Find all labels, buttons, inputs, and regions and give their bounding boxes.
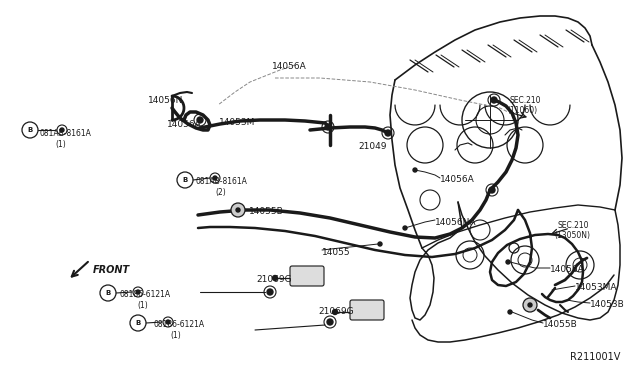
Text: SEC.210: SEC.210 <box>510 96 541 105</box>
Circle shape <box>491 97 497 103</box>
FancyBboxPatch shape <box>290 266 324 286</box>
Text: 081AB-8161A: 081AB-8161A <box>40 129 92 138</box>
Text: (1): (1) <box>170 331 180 340</box>
FancyBboxPatch shape <box>350 300 384 320</box>
Circle shape <box>267 289 273 295</box>
Circle shape <box>166 320 170 324</box>
Text: 21069G: 21069G <box>318 307 354 316</box>
Text: 14056A: 14056A <box>167 120 202 129</box>
Text: 14056NA: 14056NA <box>435 218 477 227</box>
Circle shape <box>236 208 240 212</box>
Text: (11060): (11060) <box>507 106 537 115</box>
Text: 14055: 14055 <box>322 248 351 257</box>
Circle shape <box>177 172 193 188</box>
Circle shape <box>213 176 217 180</box>
Text: 08186-6121A: 08186-6121A <box>153 320 204 329</box>
Circle shape <box>327 319 333 325</box>
Text: (1): (1) <box>55 140 66 149</box>
Circle shape <box>506 260 510 264</box>
Text: B: B <box>182 177 188 183</box>
Text: 21049: 21049 <box>358 142 387 151</box>
Circle shape <box>378 242 382 246</box>
Text: 08186-6121A: 08186-6121A <box>120 290 171 299</box>
Text: 21069G: 21069G <box>256 275 292 284</box>
Circle shape <box>385 130 391 136</box>
Text: SEC.210: SEC.210 <box>558 221 589 230</box>
Circle shape <box>333 310 337 314</box>
Circle shape <box>22 122 38 138</box>
Text: (2): (2) <box>215 188 226 197</box>
Text: (13050N): (13050N) <box>554 231 590 240</box>
Text: 14055B: 14055B <box>543 320 578 329</box>
Text: B: B <box>136 320 141 326</box>
Text: 14053M: 14053M <box>219 118 255 127</box>
Circle shape <box>508 310 512 314</box>
Circle shape <box>60 128 64 132</box>
Circle shape <box>197 117 203 123</box>
Text: 14056A: 14056A <box>550 265 585 274</box>
Circle shape <box>130 315 146 331</box>
Circle shape <box>523 298 537 312</box>
Circle shape <box>528 303 532 307</box>
Text: 14053B: 14053B <box>590 300 625 309</box>
Circle shape <box>489 187 495 193</box>
Text: 14056A: 14056A <box>272 62 307 71</box>
Text: B: B <box>28 127 33 133</box>
Circle shape <box>325 124 331 130</box>
Text: B: B <box>106 290 111 296</box>
Text: 14056A: 14056A <box>440 175 475 184</box>
Text: FRONT: FRONT <box>93 265 130 275</box>
Circle shape <box>403 226 407 230</box>
Text: 14055B: 14055B <box>249 207 284 216</box>
Text: R211001V: R211001V <box>570 352 620 362</box>
Text: 14053MA: 14053MA <box>575 283 618 292</box>
Text: 14056N: 14056N <box>148 96 184 105</box>
Circle shape <box>273 276 278 280</box>
Circle shape <box>136 290 140 294</box>
Circle shape <box>413 168 417 172</box>
Circle shape <box>100 285 116 301</box>
Text: (1): (1) <box>137 301 148 310</box>
Text: 081AB-8161A: 081AB-8161A <box>196 177 248 186</box>
Circle shape <box>231 203 245 217</box>
